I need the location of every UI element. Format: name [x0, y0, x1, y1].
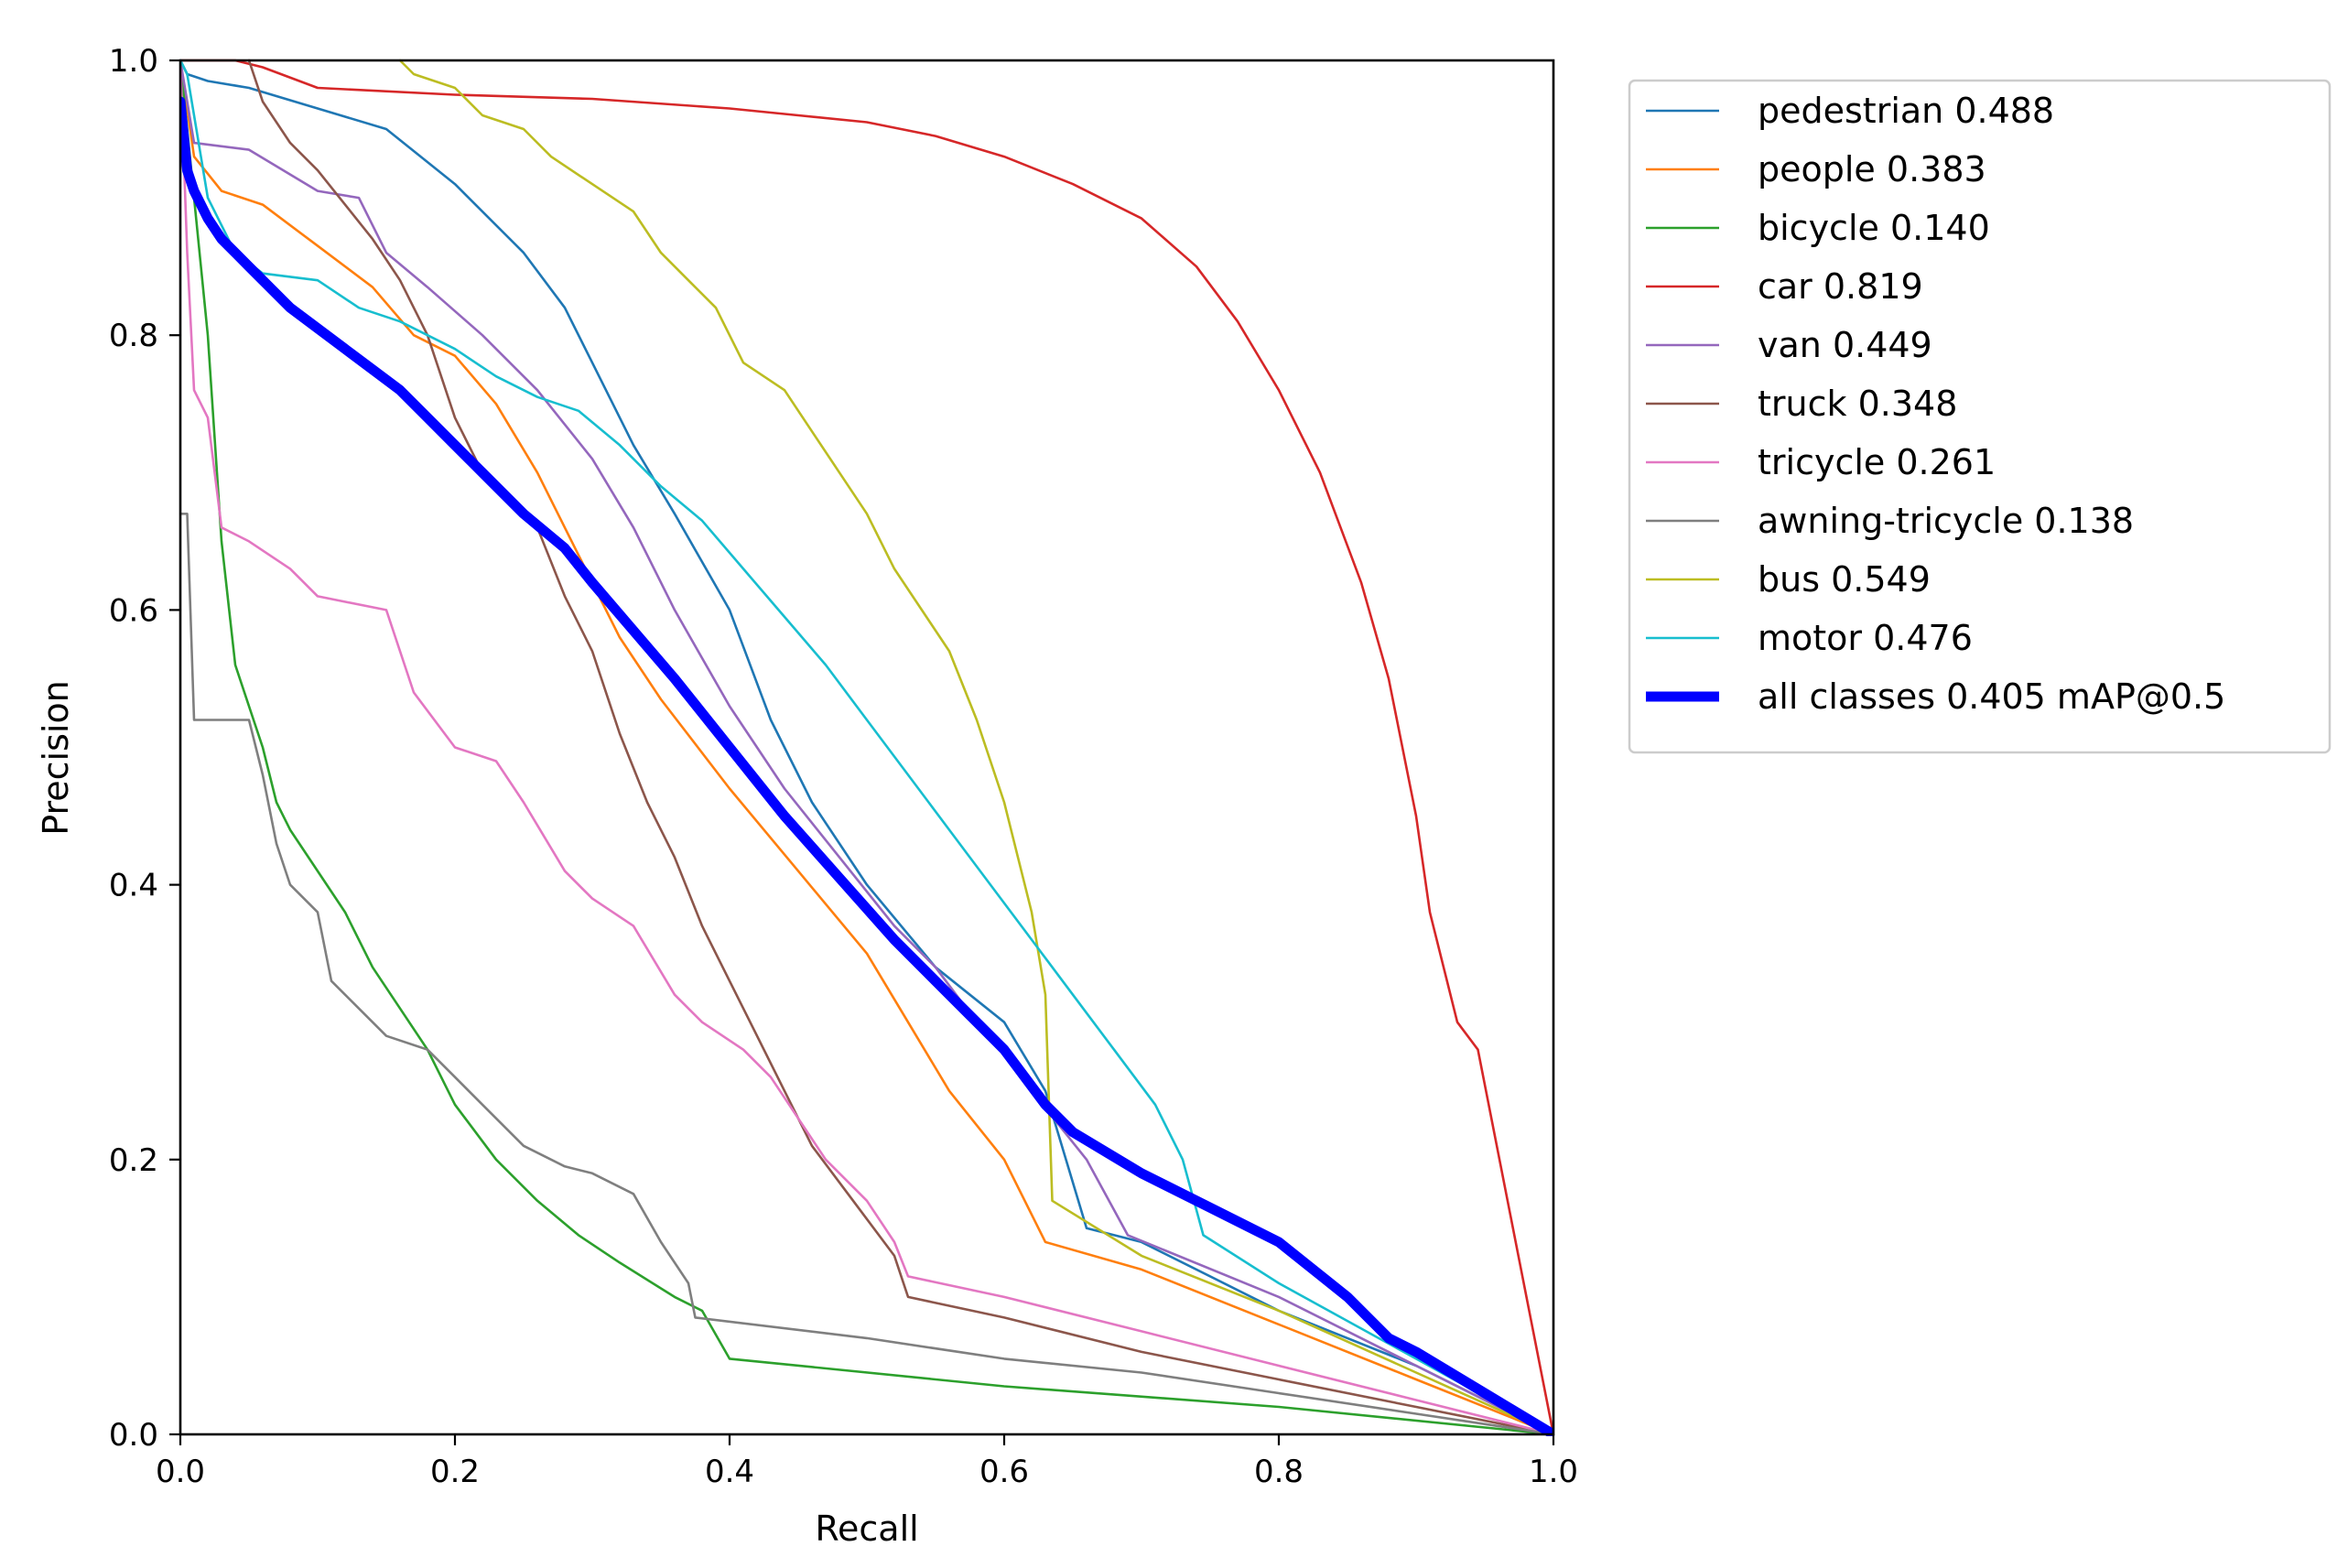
legend-box — [1628, 79, 2332, 754]
series-line-10 — [180, 59, 1553, 1436]
y-tick-label: 1.0 — [109, 43, 158, 80]
legend-label: tricycle 0.261 — [1758, 442, 1996, 482]
series-line-9 — [398, 59, 1553, 1436]
series-line-1 — [180, 59, 1553, 1436]
series-line-11 — [180, 96, 1553, 1436]
y-tick-label: 0.0 — [109, 1417, 158, 1454]
plot-frame — [179, 59, 1555, 1436]
legend-label: van 0.449 — [1758, 325, 1932, 365]
x-tick-label: 0.4 — [705, 1454, 754, 1490]
legend-label: car 0.819 — [1758, 266, 1923, 307]
legend-label: bus 0.549 — [1758, 559, 1931, 600]
legend-label: motor 0.476 — [1758, 618, 1973, 658]
x-tick-label: 0.2 — [430, 1454, 480, 1490]
legend-label: truck 0.348 — [1758, 384, 1957, 424]
legend-label: bicycle 0.140 — [1758, 208, 1990, 248]
legend-label: people 0.383 — [1758, 149, 1986, 189]
series-line-6 — [247, 59, 1553, 1436]
y-axis-label: Precision — [36, 680, 76, 836]
series-line-8 — [180, 513, 1553, 1436]
plot-area — [180, 59, 1553, 1436]
x-tick-label: 0.0 — [156, 1454, 205, 1490]
y-tick-label: 0.8 — [109, 318, 158, 354]
series-line-3 — [180, 59, 1553, 1436]
x-axis-label: Recall — [815, 1509, 918, 1549]
series-line-5 — [180, 59, 1553, 1436]
legend-label: awning-tricycle 0.138 — [1758, 501, 2134, 541]
series-line-4 — [180, 59, 1553, 1436]
legend-label: all classes 0.405 mAP@0.5 — [1758, 676, 2225, 717]
axes: 0.0 0.2 0.4 0.6 0.8 1.0 0.0 0.2 0.4 0.6 0.8 1.0 — [109, 43, 1578, 1490]
legend-label: pedestrian 0.488 — [1758, 91, 2054, 131]
y-tick-label: 0.6 — [109, 592, 158, 629]
series-line-2 — [180, 59, 1553, 1436]
y-tick-label: 0.2 — [109, 1142, 158, 1179]
legend: pedestrian 0.488 people 0.383 bicycle 0.14… — [1628, 79, 2332, 754]
series-lines — [180, 59, 1553, 1436]
x-tick-label: 1.0 — [1529, 1454, 1578, 1490]
x-tick-label: 0.6 — [979, 1454, 1029, 1490]
series-line-7 — [180, 59, 1553, 1436]
x-tick-label: 0.8 — [1254, 1454, 1304, 1490]
y-tick-label: 0.4 — [109, 868, 158, 904]
